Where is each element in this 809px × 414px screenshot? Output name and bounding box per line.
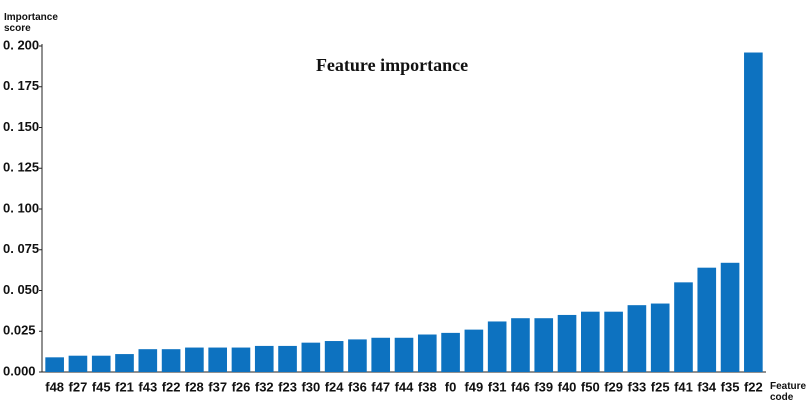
x-tick-label: f22 xyxy=(744,379,763,394)
bar xyxy=(254,345,274,372)
bar xyxy=(487,321,507,372)
bar xyxy=(115,354,134,372)
bar xyxy=(324,341,344,372)
x-tick-label: f30 xyxy=(301,379,320,394)
x-tick-label: f28 xyxy=(185,379,204,394)
bar xyxy=(231,347,251,372)
y-tick-label: 0. 125 xyxy=(3,160,39,175)
x-tick-label: f44 xyxy=(395,379,415,394)
y-tick-label: 0. 150 xyxy=(3,119,39,134)
bar xyxy=(278,345,297,372)
bar xyxy=(720,262,740,372)
bar xyxy=(371,337,391,372)
x-tick-label: f33 xyxy=(628,379,647,394)
x-tick-label: f38 xyxy=(418,379,437,394)
bar xyxy=(650,303,670,372)
bar xyxy=(301,342,321,372)
x-tick-label: f21 xyxy=(115,379,134,394)
x-tick-label: f50 xyxy=(581,379,600,394)
x-tick-label: f26 xyxy=(232,379,251,394)
y-tick-label: 0. 075 xyxy=(3,241,39,256)
x-tick-label: f27 xyxy=(69,379,88,394)
x-tick-label: f36 xyxy=(348,379,367,394)
bar xyxy=(208,347,227,372)
bar xyxy=(348,339,367,372)
x-axis-label: Feature code xyxy=(770,381,807,403)
x-tick-label: f22 xyxy=(162,379,181,394)
bar xyxy=(161,349,181,372)
bar xyxy=(185,347,204,372)
y-tick-label: 0. 050 xyxy=(3,282,39,297)
x-tick-label: f34 xyxy=(697,379,717,394)
y-tick-label: 0. 100 xyxy=(3,200,39,215)
bar xyxy=(45,357,64,372)
x-tick-label: f48 xyxy=(45,379,64,394)
bar xyxy=(534,318,554,372)
bar xyxy=(394,337,414,372)
y-tick-label: 0. 175 xyxy=(3,78,39,93)
x-tick-label: f23 xyxy=(278,379,297,394)
x-tick-label: f0 xyxy=(445,379,457,394)
bar xyxy=(674,282,693,372)
x-tick-label: f40 xyxy=(558,379,577,394)
bar xyxy=(511,318,530,372)
bar xyxy=(627,305,647,372)
x-tick-label: f24 xyxy=(325,379,345,394)
y-tick-label: 0.025 xyxy=(3,323,36,338)
x-tick-label: f25 xyxy=(651,379,670,394)
x-tick-label: f31 xyxy=(488,379,507,394)
bar xyxy=(581,311,600,372)
x-tick-label: f29 xyxy=(604,379,623,394)
bar xyxy=(417,334,437,372)
x-tick-label: f49 xyxy=(464,379,483,394)
x-tick-label: f39 xyxy=(534,379,553,394)
bar xyxy=(464,329,484,372)
x-tick-label: f47 xyxy=(371,379,390,394)
bar xyxy=(557,314,577,372)
y-axis-label: Importance score xyxy=(4,12,58,34)
x-tick-label: f32 xyxy=(255,379,274,394)
bar xyxy=(91,355,111,372)
y-tick-label: 0. 200 xyxy=(3,37,39,52)
x-tick-label: f35 xyxy=(721,379,740,394)
x-tick-label: f45 xyxy=(92,379,111,394)
bar xyxy=(68,355,88,372)
x-tick-label: f37 xyxy=(208,379,227,394)
bar xyxy=(441,332,460,372)
y-tick-label: 0.000 xyxy=(3,363,36,378)
x-tick-label: f43 xyxy=(138,379,157,394)
bar xyxy=(697,267,717,372)
x-tick-label: f41 xyxy=(674,379,693,394)
bar xyxy=(604,311,623,372)
bar xyxy=(744,52,763,373)
bar xyxy=(138,349,158,372)
chart-title: Feature importance xyxy=(316,55,468,75)
x-tick-label: f46 xyxy=(511,379,530,394)
